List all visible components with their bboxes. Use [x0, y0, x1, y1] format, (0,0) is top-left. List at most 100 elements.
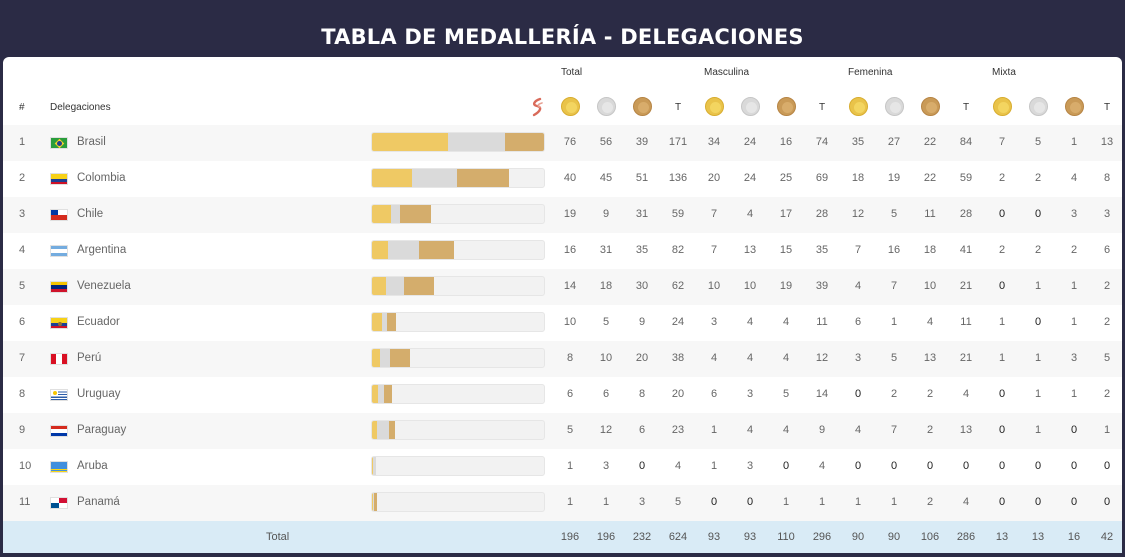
delegation-name[interactable]: Venezuela [77, 280, 131, 292]
total-cell: 5 [674, 496, 682, 508]
delegation-name[interactable]: Colombia [77, 172, 126, 184]
bronze-bar-segment [419, 241, 455, 259]
total-cell: 6 [1103, 244, 1111, 256]
rank-cell: 8 [19, 388, 26, 400]
silver-medal-icon[interactable] [885, 97, 904, 116]
silver-count-cell: 31 [599, 244, 613, 256]
total-cell: 8 [1103, 172, 1111, 184]
silver-medal-icon[interactable] [741, 97, 760, 116]
gold-medal-icon[interactable] [561, 97, 580, 116]
page-title: TABLA DE MEDALLERÍA - DELEGACIONES [321, 25, 804, 49]
bronze-count-cell: 0 [782, 460, 790, 472]
medal-bar [371, 420, 545, 440]
total-cell: 136 [668, 172, 688, 184]
total-cell: 0 [1103, 496, 1111, 508]
gold-count-cell: 7 [710, 208, 718, 220]
table-row[interactable]: 6 Ecuador 10 5 9 24 3 4 4 11 6 1 4 11 1 0 1 2 [3, 305, 1122, 341]
silver-count-cell: 3 [746, 388, 754, 400]
grand-total-cell: 93 [707, 531, 721, 543]
bronze-count-cell: 17 [779, 208, 793, 220]
silver-count-cell: 0 [746, 496, 754, 508]
silver-bar-segment [373, 493, 374, 511]
grand-total-cell: 90 [851, 531, 865, 543]
silver-medal-icon[interactable] [1029, 97, 1048, 116]
silver-count-cell: 1 [890, 496, 898, 508]
silver-count-cell: 0 [1034, 460, 1042, 472]
table-row[interactable]: 7 Perú 8 10 20 38 4 4 4 12 3 5 13 21 1 1 3 5 [3, 341, 1122, 377]
silver-count-cell: 18 [599, 280, 613, 292]
total-cell: 59 [959, 172, 973, 184]
total-cell: 82 [671, 244, 685, 256]
table-row[interactable]: 9 Paraguay 5 12 6 23 1 4 4 9 4 7 2 13 0 1 0 1 [3, 413, 1122, 449]
bronze-medal-icon[interactable] [921, 97, 940, 116]
bronze-count-cell: 8 [638, 388, 646, 400]
medal-bar [371, 204, 545, 224]
delegation-name[interactable]: Chile [77, 208, 104, 220]
bronze-count-cell: 15 [779, 244, 793, 256]
total-column-header: T [675, 102, 682, 113]
delegation-name[interactable]: Aruba [77, 460, 108, 472]
silver-count-cell: 16 [887, 244, 901, 256]
paraguay-flag [50, 425, 68, 437]
table-row[interactable]: 1 Brasil 76 56 39 171 34 24 16 74 35 27 22 84 7 5 1 13 [3, 125, 1122, 161]
bronze-medal-icon[interactable] [633, 97, 652, 116]
silver-bar-segment [378, 385, 385, 403]
bronze-count-cell: 4 [782, 316, 790, 328]
gold-count-cell: 18 [851, 172, 865, 184]
silver-bar-segment [412, 169, 458, 187]
silver-count-cell: 24 [743, 172, 757, 184]
silver-count-cell: 1 [1034, 388, 1042, 400]
silver-bar-segment [380, 349, 391, 367]
gold-count-cell: 6 [710, 388, 718, 400]
silver-count-cell: 5 [890, 208, 898, 220]
delegation-header[interactable]: Delegaciones [50, 102, 111, 113]
bronze-medal-icon[interactable] [777, 97, 796, 116]
delegation-name[interactable]: Perú [77, 352, 102, 364]
colombia-flag [50, 173, 68, 185]
table-row[interactable]: 2 Colombia 40 45 51 136 20 24 25 69 18 19 22 59 2 2 4 8 [3, 161, 1122, 197]
silver-count-cell: 2 [1034, 172, 1042, 184]
gold-count-cell: 1 [998, 352, 1006, 364]
bronze-count-cell: 1 [1070, 280, 1078, 292]
gold-bar-segment [372, 277, 387, 295]
silver-count-cell: 9 [602, 208, 610, 220]
gold-medal-icon[interactable] [993, 97, 1012, 116]
total-cell: 28 [815, 208, 829, 220]
bronze-count-cell: 0 [638, 460, 646, 472]
bronze-count-cell: 19 [779, 280, 793, 292]
table-row[interactable]: 3 Chile 19 9 31 59 7 4 17 28 12 5 11 28 0 0 3 3 [3, 197, 1122, 233]
total-cell: 3 [1103, 208, 1111, 220]
delegation-name[interactable]: Panamá [77, 496, 120, 508]
bronze-medal-icon[interactable] [1065, 97, 1084, 116]
table-row[interactable]: 10 Aruba 1 3 0 4 1 3 0 4 0 0 0 0 0 0 0 0 [3, 449, 1122, 485]
medal-bar [371, 312, 545, 332]
grand-total-cell: 106 [920, 531, 940, 543]
silver-count-cell: 56 [599, 136, 613, 148]
bronze-count-cell: 11 [924, 208, 936, 220]
total-cell: 2 [1103, 388, 1111, 400]
delegation-name[interactable]: Uruguay [77, 388, 121, 400]
rank-cell: 4 [19, 244, 26, 256]
medal-table-panel: Total Masculina Femenina Mixta # Delegac… [3, 57, 1122, 553]
gold-count-cell: 40 [563, 172, 577, 184]
table-row[interactable]: 4 Argentina 16 31 35 82 7 13 15 35 7 16 18 41 2 2 2 6 [3, 233, 1122, 269]
gold-count-cell: 4 [854, 424, 862, 436]
delegation-name[interactable]: Paraguay [77, 424, 127, 436]
table-row[interactable]: 11 Panamá 1 1 3 5 0 0 1 1 1 1 2 4 0 0 0 0 [3, 485, 1122, 521]
total-cell: 24 [671, 316, 685, 328]
gold-count-cell: 10 [707, 280, 721, 292]
medal-bar [371, 276, 545, 296]
bronze-count-cell: 0 [926, 460, 934, 472]
silver-count-cell: 1 [1034, 280, 1042, 292]
silver-medal-icon[interactable] [597, 97, 616, 116]
table-row[interactable]: 8 Uruguay 6 6 8 20 6 3 5 14 0 2 2 4 0 1 1 2 [3, 377, 1122, 413]
gold-medal-icon[interactable] [705, 97, 724, 116]
bronze-count-cell: 4 [782, 424, 790, 436]
grand-total-cell: 42 [1100, 531, 1114, 543]
delegation-name[interactable]: Argentina [77, 244, 127, 256]
delegation-name[interactable]: Brasil [77, 136, 106, 148]
delegation-name[interactable]: Ecuador [77, 316, 120, 328]
gold-medal-icon[interactable] [849, 97, 868, 116]
table-row[interactable]: 5 Venezuela 14 18 30 62 10 10 19 39 4 7 10 21 0 1 1 2 [3, 269, 1122, 305]
silver-count-cell: 1 [1034, 352, 1042, 364]
